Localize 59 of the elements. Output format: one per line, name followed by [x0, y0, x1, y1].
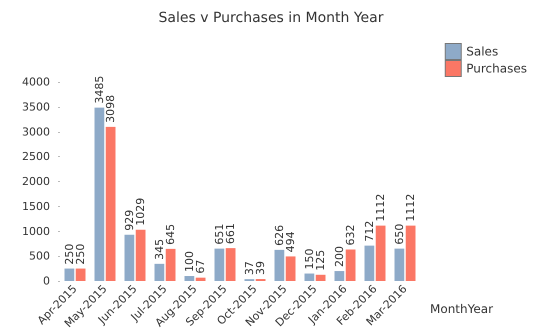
y-tick-label: 500	[29, 250, 50, 263]
x-axis-title: MonthYear	[430, 302, 494, 316]
bar	[136, 230, 146, 281]
y-tick-label: 3500	[22, 100, 50, 114]
y-tick-label: 1500	[22, 200, 50, 213]
bar	[286, 256, 296, 281]
bar	[334, 271, 344, 281]
y-tick-label: 2000	[22, 175, 50, 188]
bar	[64, 268, 74, 281]
data-label: 125	[314, 250, 328, 271]
y-tick-label: 2500	[22, 150, 50, 164]
bar	[364, 246, 374, 281]
bar	[214, 248, 224, 281]
data-label: 200	[332, 246, 346, 268]
data-label: 150	[302, 248, 316, 270]
chart-title: Sales v Purchases in Month Year	[158, 10, 384, 26]
data-label: 494	[284, 231, 298, 252]
data-label: 100	[182, 251, 196, 272]
data-label: 67	[194, 260, 208, 274]
bar	[316, 274, 326, 281]
legend-label: Purchases	[466, 62, 528, 76]
bar	[166, 248, 176, 281]
data-label: 345	[152, 238, 166, 260]
data-label: 626	[272, 224, 286, 246]
y-tick-label: 1000	[22, 224, 50, 238]
bar	[346, 250, 356, 281]
bar	[94, 108, 104, 281]
y-tick-label: 3000	[22, 125, 50, 138]
bar	[394, 248, 404, 281]
bar	[376, 226, 386, 281]
bar	[184, 276, 194, 281]
data-label: 37	[242, 261, 256, 276]
data-label: 712	[362, 220, 376, 242]
bar	[154, 264, 164, 281]
data-label: 1029	[134, 198, 148, 226]
y-tick-label: 4000	[22, 76, 50, 88]
legend-label: Sales	[466, 44, 498, 58]
bar	[124, 234, 134, 281]
y-tick-label: 0	[43, 274, 50, 288]
data-label: 650	[392, 224, 406, 245]
bar	[76, 268, 86, 281]
data-label: 651	[212, 224, 226, 245]
data-label: 645	[164, 224, 178, 245]
data-label: 929	[122, 210, 136, 231]
data-label: 632	[344, 224, 358, 246]
data-label: 1112	[404, 194, 418, 222]
bar	[106, 126, 116, 281]
data-label: 3485	[92, 76, 106, 104]
data-label: 1112	[374, 194, 388, 222]
bar	[196, 278, 206, 281]
bar	[274, 250, 284, 281]
data-label: 661	[224, 223, 238, 244]
data-label: 250	[74, 244, 88, 265]
data-label: 250	[62, 244, 76, 265]
data-label: 3098	[104, 94, 118, 123]
bar	[226, 248, 236, 281]
bar	[406, 226, 416, 281]
data-label: 39	[254, 261, 268, 276]
bar	[304, 274, 314, 281]
